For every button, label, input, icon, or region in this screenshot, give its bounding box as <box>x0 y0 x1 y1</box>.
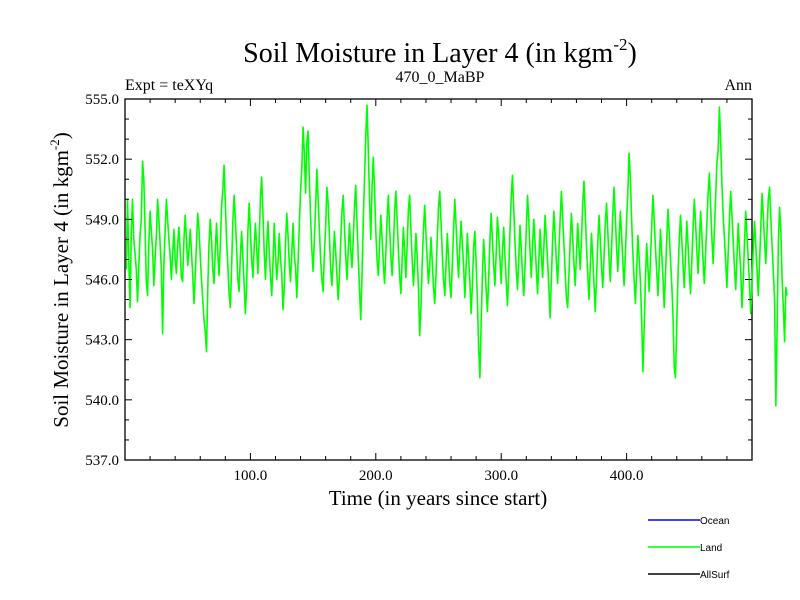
y-tick-label: 537.0 <box>85 453 119 469</box>
y-axis-label: Soil Moisture in Layer 4 (in kgm-2) <box>47 132 73 427</box>
chart-title-close: ) <box>628 38 637 69</box>
chart-title-superscript: -2 <box>613 35 627 54</box>
x-tick-label: 300.0 <box>484 468 518 484</box>
x-tick-label: 100.0 <box>234 468 268 484</box>
x-axis-ticks: 100.0 200.0 300.0 400.0 <box>149 99 728 484</box>
legend-label-allsurf: AllSurf <box>700 570 730 581</box>
y-tick-label: 546.0 <box>85 273 119 289</box>
chart-title: Soil Moisture in Layer 4 (in kgm-2) <box>243 35 637 69</box>
x-tick-label: 400.0 <box>610 468 644 484</box>
y-axis-label-text: Soil Moisture in Layer 4 (in kgm <box>49 150 73 428</box>
x-tick-label: 200.0 <box>359 468 393 484</box>
y-tick-label: 540.0 <box>85 393 119 409</box>
season-label: Ann <box>724 77 752 94</box>
y-tick-label: 552.0 <box>85 152 119 168</box>
y-axis-label-superscript: -2 <box>47 139 62 150</box>
experiment-label: Expt = teXYq <box>125 77 213 94</box>
series-line-land <box>125 104 788 407</box>
y-axis-label-close: ) <box>49 132 73 139</box>
chart-title-text: Soil Moisture in Layer 4 (in kgm <box>243 38 613 69</box>
legend-label-land: Land <box>700 543 722 554</box>
y-tick-label: 543.0 <box>85 333 119 349</box>
y-tick-label: 549.0 <box>85 212 119 228</box>
chart-subtitle: 470_0_MaBP <box>396 69 485 86</box>
y-tick-label: 555.0 <box>85 92 119 108</box>
series-layer <box>125 104 788 407</box>
legend-label-ocean: Ocean <box>700 516 729 527</box>
x-axis-label: Time (in years since start) <box>329 486 548 510</box>
y-axis-ticks: 537.0 540.0 543.0 546.0 549.0 552.0 555.0 <box>85 92 752 469</box>
legend: Ocean Land AllSurf <box>648 516 730 581</box>
